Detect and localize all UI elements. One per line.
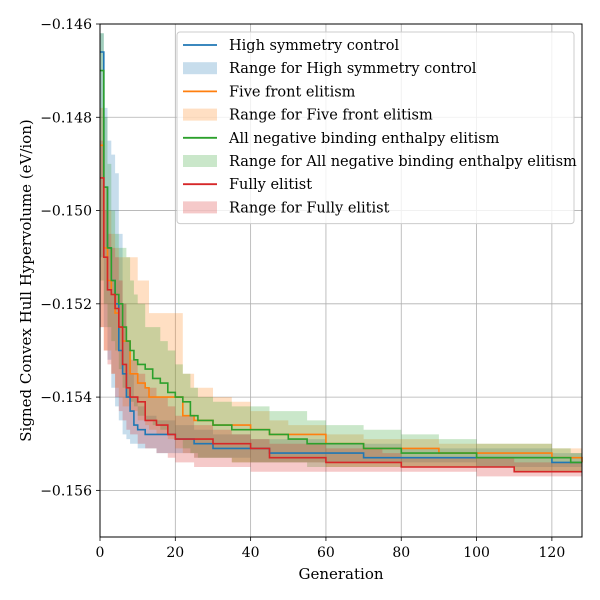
y-tick-label: −0.156 [40,483,92,499]
y-tick-label: −0.150 [40,204,92,220]
legend-label: Range for High symmetry control [229,61,477,77]
legend-item-fully-elitist: Fully elitist [183,177,312,193]
tick-labels: 0 20 40 60 80 100 120 −0.146 −0.148 −0.150 −0.152 −… [40,17,565,561]
axis-ticks [96,23,553,541]
x-tick-label: 120 [539,545,566,561]
x-tick-label: 40 [242,545,260,561]
legend-label: Five front elitism [229,84,356,100]
y-axis-label: Signed Convex Hull Hypervolume (eV/ion) [17,119,35,441]
range-band-high-symmetry-control [100,33,582,468]
legend-band-swatch [183,201,217,214]
y-tick-label: −0.154 [40,390,92,406]
legend-band-swatch [183,155,217,167]
plot-frame [99,23,583,538]
x-tick-label: 100 [463,545,490,561]
legend-item-range-for-high-symmetry-control: Range for High symmetry control [183,61,477,77]
series-line-all-negative-binding-enthalpy-elitism [100,69,582,464]
legend-label: Fully elitist [229,177,312,193]
series-lines [100,51,583,473]
legend-band-swatch [183,62,217,75]
legend: High symmetry control Range for High symm… [176,31,577,225]
legend-label: Range for Fully elitist [229,200,390,216]
legend-label: Range for All negative binding enthalpy … [229,154,577,170]
legend-label: All negative binding enthalpy elitism [228,131,500,147]
legend-item-all-negative-binding-enthalpy-elitism: All negative binding enthalpy elitism [183,131,500,147]
legend-item-range-for-all-negative-binding-enthalpy-elitism: Range for All negative binding enthalpy … [183,154,577,170]
legend-label: Range for Five front elitism [229,108,433,124]
legend-item-range-for-fully-elitist: Range for Fully elitist [183,200,390,216]
range-bands [100,33,582,477]
range-band-fully-elitist [100,140,582,477]
legend-label: High symmetry control [229,38,399,54]
x-tick-label: 60 [317,545,335,561]
x-tick-label: 80 [392,545,410,561]
series-line-fully-elitist [100,177,582,473]
legend-item-high-symmetry-control: High symmetry control [183,38,399,54]
legend-item-range-for-five-front-elitism: Range for Five front elitism [183,108,433,124]
legend-band-swatch [183,108,217,121]
x-tick-label: 0 [96,545,105,561]
x-tick-label: 20 [166,545,184,561]
y-tick-label: −0.146 [40,17,92,33]
legend-box [176,31,575,225]
x-axis-label: Generation [298,565,383,583]
legend-item-five-front-elitism: Five front elitism [183,84,356,100]
y-tick-label: −0.148 [40,110,92,126]
y-tick-label: −0.152 [40,297,92,313]
